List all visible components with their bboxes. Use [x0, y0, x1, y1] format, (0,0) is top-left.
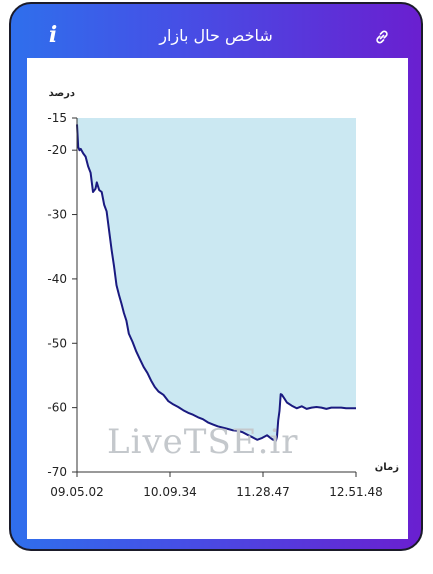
phone-frame: i شاخص حال بازار -15 -20 -30 -40 -50 -60 -70 09… — [9, 2, 423, 551]
link-icon[interactable] — [373, 28, 391, 46]
y-tick-label: -50 — [47, 336, 67, 350]
x-tick-label: 10.09.34 — [143, 485, 196, 499]
info-icon[interactable]: i — [48, 22, 58, 48]
series-line — [76, 124, 356, 443]
y-tick-label: -40 — [47, 272, 67, 286]
chart-panel: -15 -20 -30 -40 -50 -60 -70 09.05.02 10.09.34 11.… — [27, 58, 408, 539]
y-axis-label: درصد — [49, 88, 75, 99]
y-tick-label: -60 — [47, 401, 67, 415]
area-fill — [77, 118, 356, 442]
x-axis-label: زمان — [375, 462, 399, 473]
x-tick-label: 11.28.47 — [236, 485, 289, 499]
x-tick-label: 12.51.48 — [329, 485, 382, 499]
y-tick-label: -70 — [47, 465, 67, 479]
market-index-chart: -15 -20 -30 -40 -50 -60 -70 09.05.02 10.09.34 11.… — [47, 88, 399, 499]
y-tick-label: -20 — [47, 143, 67, 157]
watermark: LiveTSE.ir — [107, 422, 299, 462]
x-tick-label: 09.05.02 — [50, 485, 103, 499]
y-tick-label: -15 — [47, 111, 67, 125]
app-header: i شاخص حال بازار — [11, 4, 421, 56]
y-tick-label: -30 — [47, 208, 67, 222]
page-title: شاخص حال بازار — [159, 26, 273, 45]
